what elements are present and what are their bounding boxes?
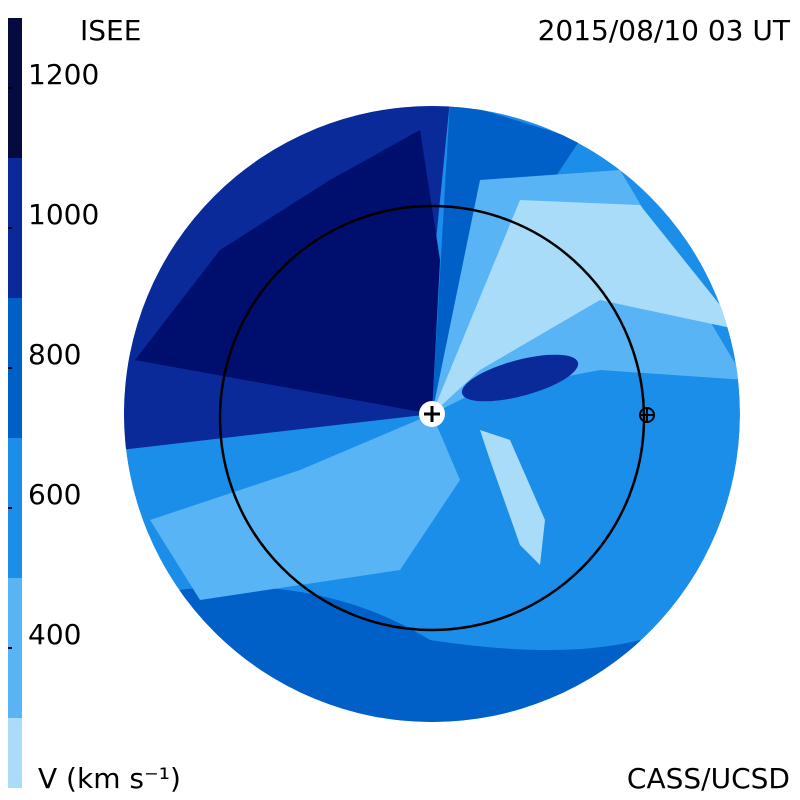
colorbar-tick-label: 400 xyxy=(28,618,81,651)
earth-cross xyxy=(640,408,654,422)
colorbar-band xyxy=(8,578,22,718)
velocity-disk xyxy=(124,106,740,722)
colorbar-band xyxy=(8,298,22,438)
timestamp: 2015/08/10 03 UT xyxy=(538,14,791,47)
colorbar-tick-label: 1000 xyxy=(28,198,99,231)
colorbar-band xyxy=(8,718,22,788)
colorbar-tick-label: 1200 xyxy=(28,58,99,91)
colorbar-tick-label: 800 xyxy=(28,338,81,371)
colorbar-tick-label: 600 xyxy=(28,478,81,511)
slowest-region xyxy=(432,200,740,414)
fastest-region xyxy=(135,130,440,414)
lower-slow-region xyxy=(150,414,460,600)
sun-cross xyxy=(424,406,440,422)
colorbar-band xyxy=(8,438,22,578)
title: ISEE xyxy=(80,14,141,47)
swirl xyxy=(461,354,579,402)
colorbar-band xyxy=(8,18,22,158)
earth-orbit xyxy=(218,204,646,632)
slow-streak xyxy=(480,430,545,565)
credit: CASS/UCSD xyxy=(627,762,790,795)
colorbar-band xyxy=(8,158,22,298)
colorbar-label: V (km s⁻¹) xyxy=(38,762,181,795)
